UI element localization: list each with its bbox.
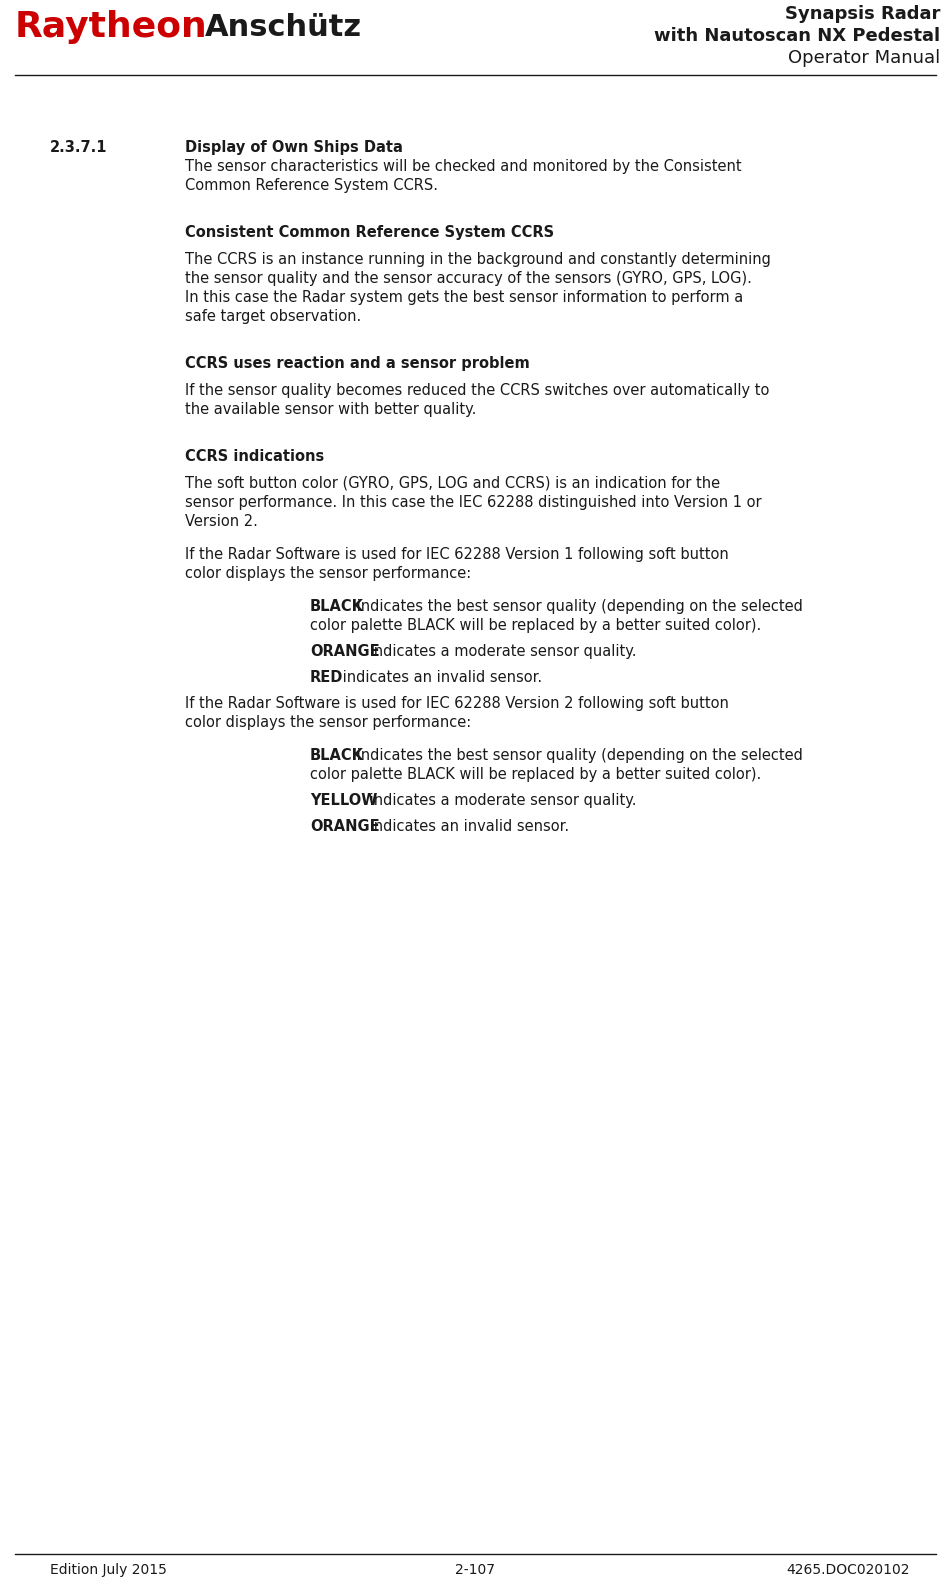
Text: color palette BLACK will be replaced by a better suited color).: color palette BLACK will be replaced by … xyxy=(310,767,761,783)
Text: 2.3.7.1: 2.3.7.1 xyxy=(50,140,107,154)
Text: The sensor characteristics will be checked and monitored by the Consistent: The sensor characteristics will be check… xyxy=(185,159,742,173)
Text: ORANGE: ORANGE xyxy=(310,819,379,834)
Text: If the Radar Software is used for IEC 62288 Version 2 following soft button: If the Radar Software is used for IEC 62… xyxy=(185,695,728,711)
Text: Anschütz: Anschütz xyxy=(205,13,362,41)
Text: safe target observation.: safe target observation. xyxy=(185,309,361,325)
Text: sensor performance. In this case the IEC 62288 distinguished into Version 1 or: sensor performance. In this case the IEC… xyxy=(185,495,762,511)
Text: The soft button color (GYRO, GPS, LOG and CCRS) is an indication for the: The soft button color (GYRO, GPS, LOG an… xyxy=(185,476,720,492)
Text: Common Reference System CCRS.: Common Reference System CCRS. xyxy=(185,178,438,193)
Text: Display of Own Ships Data: Display of Own Ships Data xyxy=(185,140,403,154)
Text: CCRS indications: CCRS indications xyxy=(185,449,324,465)
Text: indicates a moderate sensor quality.: indicates a moderate sensor quality. xyxy=(365,644,636,659)
Text: Synapsis Radar: Synapsis Radar xyxy=(785,5,940,22)
Text: BLACK: BLACK xyxy=(310,748,364,764)
Text: with Nautoscan NX Pedestal: with Nautoscan NX Pedestal xyxy=(654,27,940,45)
Text: Consistent Common Reference System CCRS: Consistent Common Reference System CCRS xyxy=(185,224,554,240)
Text: indicates the best sensor quality (depending on the selected: indicates the best sensor quality (depen… xyxy=(352,598,803,614)
Text: 2-107: 2-107 xyxy=(455,1562,495,1577)
Text: indicates a moderate sensor quality.: indicates a moderate sensor quality. xyxy=(365,792,636,808)
Text: Raytheon: Raytheon xyxy=(15,10,207,45)
Text: If the Radar Software is used for IEC 62288 Version 1 following soft button: If the Radar Software is used for IEC 62… xyxy=(185,547,728,562)
Text: the sensor quality and the sensor accuracy of the sensors (GYRO, GPS, LOG).: the sensor quality and the sensor accura… xyxy=(185,270,752,286)
Text: If the sensor quality becomes reduced the CCRS switches over automatically to: If the sensor quality becomes reduced th… xyxy=(185,383,769,398)
Text: YELLOW: YELLOW xyxy=(310,792,378,808)
Text: color displays the sensor performance:: color displays the sensor performance: xyxy=(185,566,472,581)
Text: CCRS uses reaction and a sensor problem: CCRS uses reaction and a sensor problem xyxy=(185,356,530,371)
Text: RED: RED xyxy=(310,670,343,686)
Text: the available sensor with better quality.: the available sensor with better quality… xyxy=(185,403,476,417)
Text: ORANGE: ORANGE xyxy=(310,644,379,659)
Text: Version 2.: Version 2. xyxy=(185,514,258,528)
Text: 4265.DOC020102: 4265.DOC020102 xyxy=(786,1562,910,1577)
Text: Edition July 2015: Edition July 2015 xyxy=(50,1562,166,1577)
Text: In this case the Radar system gets the best sensor information to perform a: In this case the Radar system gets the b… xyxy=(185,290,744,305)
Text: BLACK: BLACK xyxy=(310,598,364,614)
Text: indicates an invalid sensor.: indicates an invalid sensor. xyxy=(338,670,542,686)
Text: The CCRS is an instance running in the background and constantly determining: The CCRS is an instance running in the b… xyxy=(185,251,771,267)
Text: Operator Manual: Operator Manual xyxy=(787,49,940,67)
Text: indicates the best sensor quality (depending on the selected: indicates the best sensor quality (depen… xyxy=(352,748,803,764)
Text: color displays the sensor performance:: color displays the sensor performance: xyxy=(185,714,472,730)
Text: color palette BLACK will be replaced by a better suited color).: color palette BLACK will be replaced by … xyxy=(310,617,761,633)
Text: indicates an invalid sensor.: indicates an invalid sensor. xyxy=(365,819,569,834)
